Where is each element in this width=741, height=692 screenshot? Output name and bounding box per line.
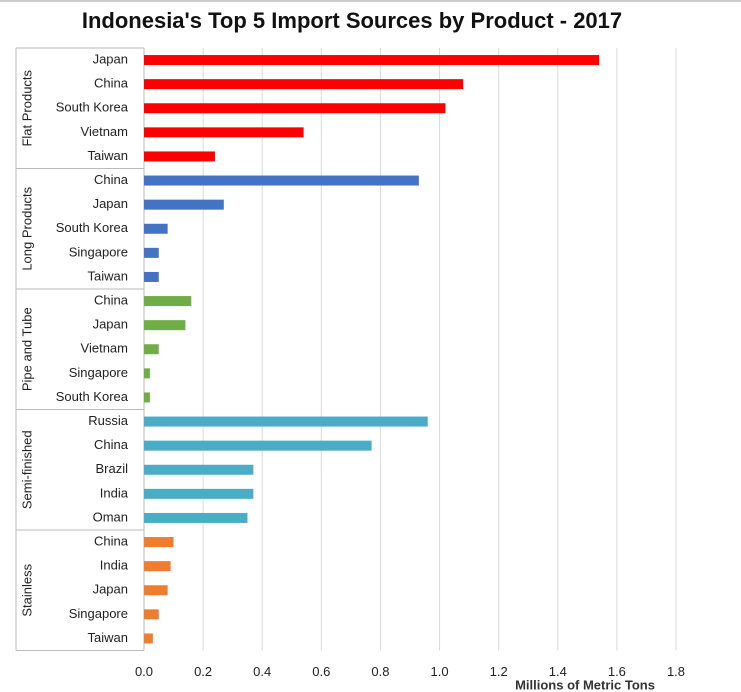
x-tick-label: 1.2	[490, 664, 508, 679]
bar	[144, 296, 192, 307]
y-tick-label: Japan	[93, 317, 128, 332]
bar	[144, 175, 419, 186]
bar	[144, 199, 224, 210]
y-tick-label: Taiwan	[88, 630, 128, 645]
x-tick-label: 1.4	[549, 664, 567, 679]
x-tick-label: 1.6	[608, 664, 626, 679]
chart-title: Indonesia's Top 5 Import Sources by Prod…	[82, 8, 622, 33]
y-tick-label: Vietnam	[81, 341, 128, 356]
bar	[144, 633, 153, 644]
y-tick-label: India	[100, 558, 129, 573]
bar	[144, 151, 215, 162]
bar	[144, 247, 159, 258]
y-tick-label: Oman	[93, 509, 128, 524]
bar	[144, 55, 600, 66]
y-tick-label: Russia	[88, 413, 129, 428]
bar	[144, 271, 159, 282]
x-tick-label: 1.0	[431, 664, 449, 679]
x-tick-label: 1.8	[667, 664, 685, 679]
group-label: Flat Products	[19, 69, 34, 146]
bar	[144, 440, 372, 451]
y-tick-label: China	[94, 292, 129, 307]
x-tick-label: 0.2	[194, 664, 212, 679]
y-tick-label: South Korea	[56, 389, 129, 404]
bar	[144, 585, 168, 596]
y-tick-label: China	[94, 172, 129, 187]
bar	[144, 320, 186, 331]
bar	[144, 392, 150, 403]
bar	[144, 464, 254, 475]
y-tick-label: Japan	[93, 51, 128, 66]
y-tick-label: Vietnam	[81, 124, 128, 139]
y-tick-label: Japan	[93, 582, 128, 597]
y-tick-label: Japan	[93, 196, 128, 211]
group-label: Stainless	[19, 563, 34, 616]
y-tick-label: China	[94, 533, 129, 548]
bar	[144, 488, 254, 499]
bar	[144, 512, 248, 523]
bar	[144, 609, 159, 620]
group-label: Semi-finished	[19, 430, 34, 509]
y-tick-label: India	[100, 485, 129, 500]
x-tick-label: 0.4	[253, 664, 271, 679]
bar	[144, 79, 464, 90]
bar	[144, 368, 150, 379]
y-tick-label: China	[94, 437, 129, 452]
bar	[144, 344, 159, 355]
y-tick-label: South Korea	[56, 100, 129, 115]
x-tick-label: 0.6	[312, 664, 330, 679]
bar	[144, 103, 446, 114]
bar	[144, 537, 174, 548]
bar	[144, 127, 304, 138]
x-tick-label: 0.8	[371, 664, 389, 679]
y-tick-label: Taiwan	[88, 268, 128, 283]
group-label: Long Products	[19, 186, 34, 270]
bar	[144, 416, 428, 427]
x-tick-label: 0.0	[135, 664, 153, 679]
y-tick-label: China	[94, 76, 129, 91]
x-axis-label: Millions of Metric Tons	[515, 677, 655, 692]
y-tick-label: Brazil	[95, 461, 128, 476]
y-tick-label: Singapore	[69, 365, 128, 380]
y-tick-label: Singapore	[69, 244, 128, 259]
group-label: Pipe and Tube	[19, 307, 34, 391]
bar	[144, 561, 171, 572]
bar	[144, 223, 168, 234]
y-tick-label: Singapore	[69, 606, 128, 621]
y-tick-label: Taiwan	[88, 148, 128, 163]
y-tick-label: South Korea	[56, 220, 129, 235]
